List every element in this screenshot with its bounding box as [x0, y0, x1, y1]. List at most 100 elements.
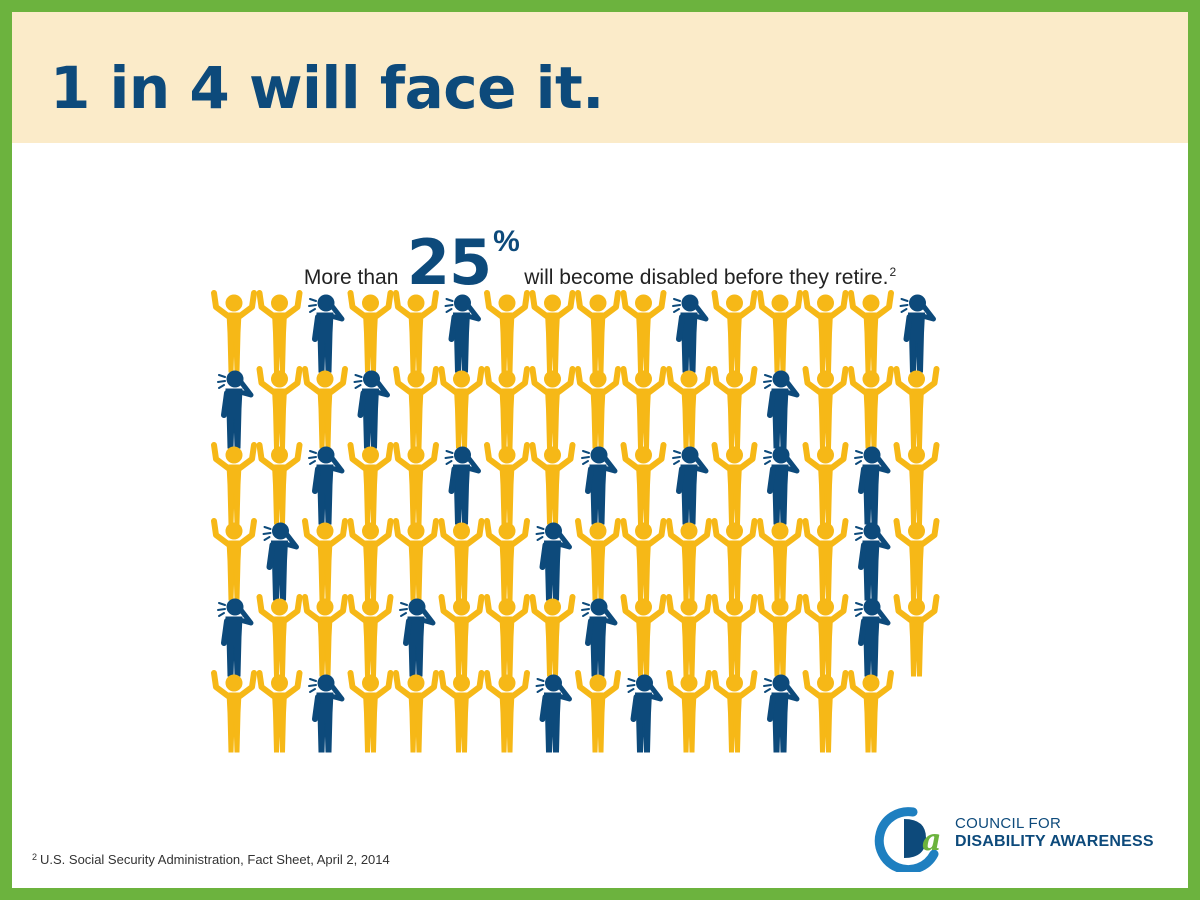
person-figure — [260, 597, 300, 676]
footnote-text: U.S. Social Security Administration, Fac… — [40, 852, 390, 867]
person-figure — [260, 369, 300, 448]
person-figure — [669, 369, 709, 448]
person-figure — [260, 445, 300, 524]
person-figure — [897, 597, 937, 676]
person-figure — [715, 521, 755, 600]
person-figure-disabled — [855, 523, 888, 600]
person-figure — [669, 521, 709, 600]
person-figure — [669, 673, 709, 752]
statistic-statement: More than 25% will become disabled befor… — [12, 225, 1188, 299]
stat-footnote-marker: 2 — [889, 265, 897, 279]
person-figure — [806, 445, 846, 524]
person-figure — [305, 597, 345, 676]
logo-line-1: COUNCIL FOR — [955, 815, 1062, 832]
stat-prefix: More than — [303, 266, 399, 289]
person-figure-disabled — [309, 447, 342, 524]
person-figure — [624, 445, 664, 524]
person-figure-disabled — [582, 447, 615, 524]
person-figure-disabled — [764, 447, 797, 524]
person-figure — [396, 293, 436, 372]
person-figure — [669, 597, 709, 676]
stat-suffix: will become disabled before they retire. — [524, 266, 889, 289]
person-figure — [760, 597, 800, 676]
person-figure — [351, 673, 391, 752]
person-figure — [897, 445, 937, 524]
person-figure — [351, 445, 391, 524]
person-figure-disabled — [582, 599, 615, 676]
person-figure-disabled — [901, 295, 934, 372]
person-figure — [487, 293, 527, 372]
person-figure — [715, 445, 755, 524]
person-figure — [715, 369, 755, 448]
headline: 1 in 4 will face it. — [50, 54, 604, 122]
person-figure-disabled — [855, 447, 888, 524]
stat-number: 25 — [406, 226, 492, 299]
person-figure — [760, 521, 800, 600]
person-figure — [214, 521, 254, 600]
logo-wordmark: COUNCIL FOR DISABILITY AWARENESS — [955, 815, 1154, 852]
person-figure — [487, 673, 527, 752]
person-figure-disabled — [673, 447, 706, 524]
person-figure — [487, 445, 527, 524]
person-figure — [305, 521, 345, 600]
person-figure — [578, 673, 618, 752]
person-figure — [260, 293, 300, 372]
person-figure — [578, 521, 618, 600]
person-figure — [396, 445, 436, 524]
person-figure — [487, 597, 527, 676]
svg-text:a: a — [922, 823, 941, 858]
person-figure-disabled — [264, 523, 297, 600]
pictogram-grid — [12, 12, 1188, 888]
person-figure-disabled — [218, 371, 251, 448]
person-figure — [578, 293, 618, 372]
person-figure — [214, 673, 254, 752]
person-figure — [851, 673, 891, 752]
person-figure — [624, 369, 664, 448]
person-figure-disabled — [673, 295, 706, 372]
footnote-marker: 2 — [32, 852, 38, 862]
person-figure — [442, 521, 482, 600]
person-figure-disabled — [309, 675, 342, 752]
person-figure-disabled — [537, 523, 570, 600]
person-figure — [396, 673, 436, 752]
person-figure — [487, 521, 527, 600]
header-banner: 1 in 4 will face it. — [12, 12, 1188, 143]
person-figure — [396, 521, 436, 600]
person-figure — [442, 369, 482, 448]
person-figure — [487, 369, 527, 448]
person-figure — [351, 597, 391, 676]
person-figure — [715, 293, 755, 372]
person-figure — [760, 293, 800, 372]
person-figure-disabled — [537, 675, 570, 752]
person-figure-disabled — [218, 599, 251, 676]
person-figure — [851, 293, 891, 372]
person-figure — [897, 369, 937, 448]
person-figure-disabled — [855, 599, 888, 676]
footnote: 2 U.S. Social Security Administration, Fa… — [32, 852, 390, 867]
person-figure — [442, 597, 482, 676]
person-figure — [715, 673, 755, 752]
logo-mark-icon: a — [874, 807, 941, 875]
person-figure — [533, 597, 573, 676]
person-figure — [533, 293, 573, 372]
person-figure-disabled — [628, 675, 661, 752]
person-figure — [351, 293, 391, 372]
stat-percent-sign: % — [493, 225, 520, 258]
person-figure — [806, 369, 846, 448]
person-figure — [214, 293, 254, 372]
person-figure — [578, 369, 618, 448]
person-figure — [351, 521, 391, 600]
person-figure — [624, 293, 664, 372]
person-figure-disabled — [355, 371, 388, 448]
person-figure — [806, 597, 846, 676]
person-figure — [533, 369, 573, 448]
council-logo: a COUNCIL FOR DISABILITY AWARENESS — [874, 802, 1164, 875]
person-figure — [305, 369, 345, 448]
person-figure-disabled — [400, 599, 433, 676]
person-figure-disabled — [309, 295, 342, 372]
person-figure-disabled — [764, 371, 797, 448]
person-figure — [260, 673, 300, 752]
person-figure — [806, 521, 846, 600]
person-figure — [715, 597, 755, 676]
